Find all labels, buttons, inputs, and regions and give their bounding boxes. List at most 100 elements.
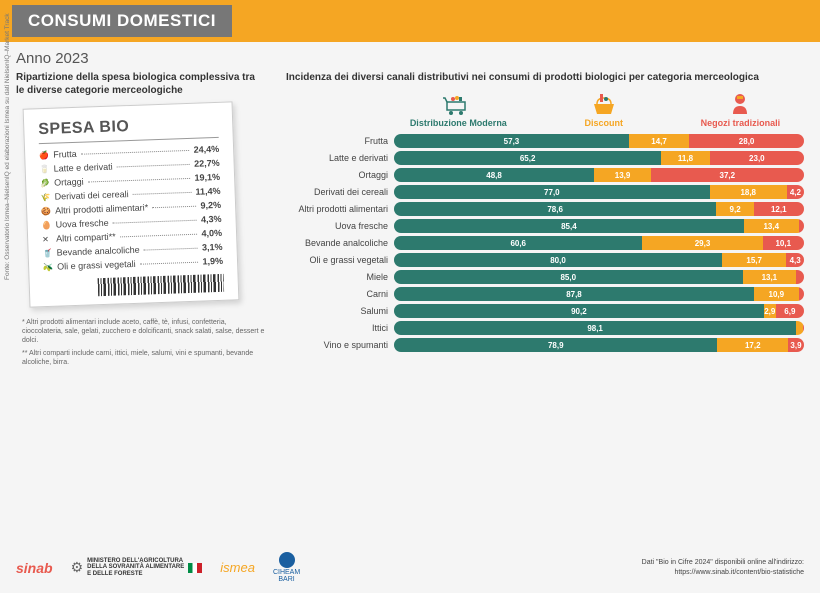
footer-line1: Dati "Bio in Cifre 2024" disponibili onl… [642, 558, 804, 567]
content-area: Ripartizione della spesa biologica compl… [0, 71, 820, 371]
bar-segment-disc: 14,7 [629, 134, 689, 148]
bar-label: Ortaggi [286, 170, 394, 180]
bar-label: Carni [286, 289, 394, 299]
bar-segment-dm: 65,2 [394, 151, 661, 165]
right-column: Incidenza dei diversi canali distributiv… [286, 71, 804, 371]
bar-label: Oli e grassi vegetali [286, 255, 394, 265]
footer: sinab ⚙ MINISTERO DELL'AGRICOLTURA DELLA… [0, 552, 820, 583]
bar-segment-dm: 57,3 [394, 134, 629, 148]
bar-segment-disc: 18,8 [710, 185, 787, 199]
receipt-row: 🥤Bevande analcoliche 3,1% [42, 242, 222, 258]
bar-segment-dm: 78,6 [394, 202, 716, 216]
bar-track: 60,629,310,1 [394, 236, 804, 250]
receipt-item-label: Oli e grassi vegetali [57, 259, 136, 272]
bar-segment-dm: 87,8 [394, 287, 754, 301]
right-subtitle: Incidenza dei diversi canali distributiv… [286, 71, 804, 84]
ciheam-text: CIHEAM BARI [273, 569, 300, 583]
bar-row: Carni87,810,9 [286, 287, 804, 301]
logo-sinab: sinab [16, 560, 53, 576]
bar-row: Miele85,013,1 [286, 270, 804, 284]
receipt-row: 🍪Altri prodotti alimentari*9,2% [41, 200, 221, 216]
receipt-item-label: Bevande analcoliche [56, 245, 139, 258]
left-subtitle: Ripartizione della spesa biologica compl… [16, 71, 266, 97]
bar-segment-neg: 4,2 [787, 185, 804, 199]
logo-ministero: ⚙ MINISTERO DELL'AGRICOLTURA DELLA SOVRA… [71, 558, 203, 578]
bar-row: Ortaggi48,813,937,2 [286, 168, 804, 182]
bar-label: Salumi [286, 306, 394, 316]
bar-segment-dm: 98,1 [394, 321, 796, 335]
receipt-item-value: 19,1% [194, 172, 220, 183]
bar-segment-neg: 12,1 [754, 202, 804, 216]
receipt-row: ✕ Altri comparti** 4,0% [42, 228, 222, 244]
legend: Distribuzione Moderna Discount Negozi tr… [386, 92, 804, 128]
receipt-item-icon: 🥤 [43, 249, 53, 258]
bar-segment-neg: 10,1 [763, 236, 804, 250]
bar-row: Derivati dei cereali77,018,84,2 [286, 185, 804, 199]
bar-segment-disc: 29,3 [642, 236, 762, 250]
bar-track: 65,211,823,0 [394, 151, 804, 165]
bar-segment-neg: 23,0 [710, 151, 804, 165]
bar-segment-dm: 85,0 [394, 270, 743, 284]
bar-segment-neg: 6,9 [776, 304, 804, 318]
bar-segment-disc: 9,2 [716, 202, 754, 216]
receipt-item-value: 4,0% [201, 228, 222, 239]
source-vertical: Fonte: Osservatorio Ismea–NielsenIQ ed e… [4, 13, 11, 280]
receipt-item-icon: ✕ [42, 235, 52, 244]
receipt-item-label: Altri comparti** [56, 232, 116, 244]
bar-segment-disc: 15,7 [722, 253, 786, 267]
legend-disc-label: Discount [584, 118, 623, 128]
receipt-item-label: Derivati dei cereali [55, 189, 129, 202]
bar-segment-disc [796, 321, 803, 335]
bar-segment-neg [799, 219, 804, 233]
receipt-item-value: 3,1% [202, 242, 223, 253]
receipt-item-label: Altri prodotti alimentari* [55, 202, 148, 215]
legend-dm-label: Distribuzione Moderna [410, 118, 507, 128]
bar-track: 85,013,1 [394, 270, 804, 284]
receipt-item-value: 11,4% [195, 186, 220, 197]
receipt-row: 🥚Uova fresche4,3% [41, 214, 221, 230]
bar-track: 98,1 [394, 321, 804, 335]
bar-segment-disc: 2,9 [764, 304, 776, 318]
basket-icon [584, 92, 623, 116]
bar-segment-disc: 17,2 [717, 338, 788, 352]
barcode-icon [98, 274, 225, 296]
bar-track: 87,810,9 [394, 287, 804, 301]
bar-label: Ittici [286, 323, 394, 333]
ministero-text: MINISTERO DELL'AGRICOLTURA DELLA SOVRANI… [87, 558, 184, 578]
legend-dm: Distribuzione Moderna [410, 92, 507, 128]
bar-track: 77,018,84,2 [394, 185, 804, 199]
bar-track: 57,314,728,0 [394, 134, 804, 148]
bar-label: Altri prodotti alimentari [286, 204, 394, 214]
bar-track: 80,015,74,3 [394, 253, 804, 267]
bar-track: 78,69,212,1 [394, 202, 804, 216]
bar-label: Miele [286, 272, 394, 282]
receipt-item-label: Ortaggi [54, 177, 84, 188]
bar-segment-dm: 80,0 [394, 253, 722, 267]
bar-segment-disc: 11,8 [661, 151, 709, 165]
receipt-row: 🥛Latte e derivati22,7% [40, 158, 220, 174]
bar-label: Uova fresche [286, 221, 394, 231]
receipt: SPESA BIO 🍎Frutta24,4%🥛Latte e derivati2… [23, 101, 240, 307]
bar-segment-dm: 85,4 [394, 219, 744, 233]
bar-row: Uova fresche85,413,4 [286, 219, 804, 233]
bar-row: Salumi90,22,96,9 [286, 304, 804, 318]
bar-segment-neg: 37,2 [651, 168, 804, 182]
bar-label: Bevande analcoliche [286, 238, 394, 248]
bar-track: 90,22,96,9 [394, 304, 804, 318]
footer-text: Dati "Bio in Cifre 2024" disponibili onl… [642, 558, 804, 576]
receipt-row: 🍎Frutta24,4% [39, 144, 219, 160]
footnote-2: ** Altri comparti include carni, ittici,… [22, 349, 266, 367]
bar-segment-neg: 3,9 [788, 338, 804, 352]
receipt-body: 🍎Frutta24,4%🥛Latte e derivati22,7%🥬Ortag… [39, 144, 223, 272]
bar-label: Vino e spumanti [286, 340, 394, 350]
footnote-1: * Altri prodotti alimentari include acet… [22, 318, 266, 345]
bar-segment-neg: 28,0 [689, 134, 804, 148]
legend-disc: Discount [584, 92, 623, 128]
bar-track: 78,917,23,9 [394, 338, 804, 352]
receipt-item-value: 1,9% [202, 256, 223, 267]
cart-icon [410, 92, 507, 116]
bar-segment-neg [799, 287, 804, 301]
receipt-item-icon: 🥚 [42, 221, 52, 230]
receipt-item-icon: 🫒 [43, 263, 53, 272]
receipt-title: SPESA BIO [38, 115, 219, 144]
